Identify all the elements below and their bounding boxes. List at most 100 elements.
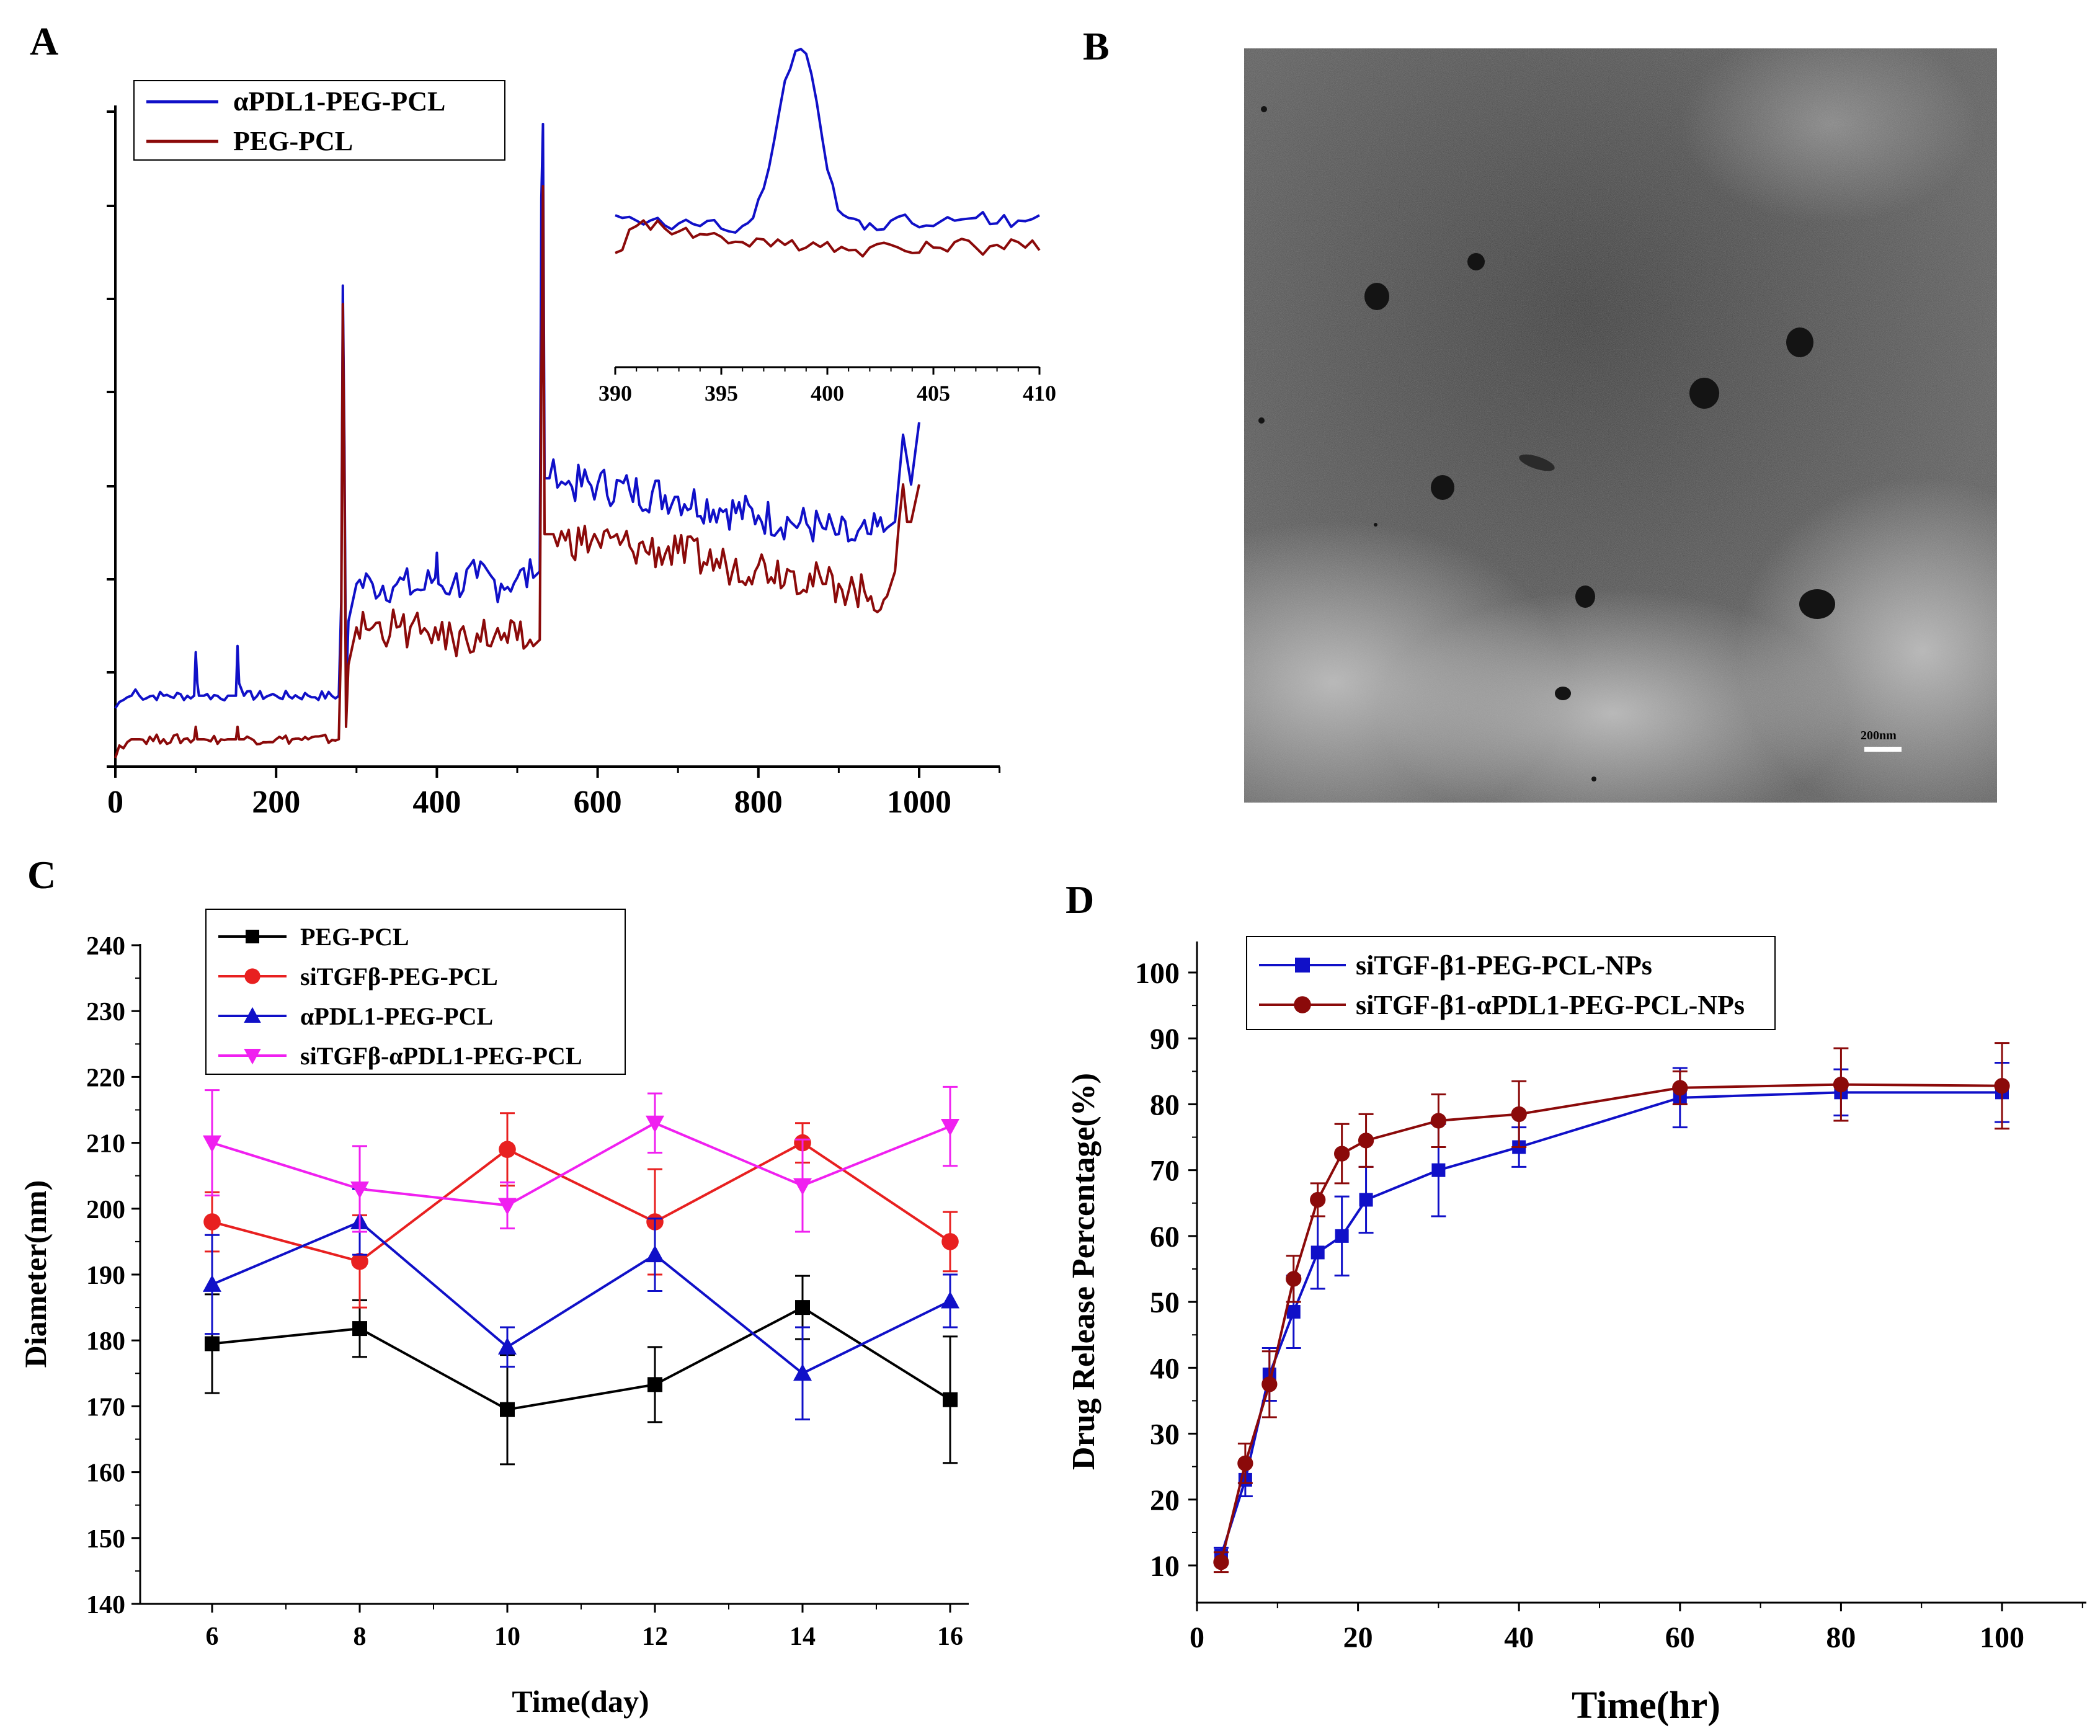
y-tick-label: 10 xyxy=(1150,1550,1180,1583)
legend-label: PEG-PCL xyxy=(300,923,409,951)
data-point xyxy=(793,1363,812,1381)
data-point xyxy=(351,1252,368,1270)
legend-marker xyxy=(1294,996,1311,1013)
y-tick-label: 240 xyxy=(86,932,125,961)
y-tick-label: 100 xyxy=(1135,957,1180,990)
data-point xyxy=(498,1198,517,1216)
data-point xyxy=(498,1337,517,1355)
x-tick-label: 10 xyxy=(494,1622,520,1651)
chart-a-axes: 0 200 400 600 800 1000 xyxy=(107,105,1001,820)
x-tick-label: 200 xyxy=(252,785,300,820)
x-tick-label: 80 xyxy=(1826,1621,1856,1654)
chart-d-xlabel: Time(hr) xyxy=(1572,1685,1720,1727)
chart-a: 0 200 400 600 800 1000 390 395 400 405 410 αPDL1-… xyxy=(107,47,1056,820)
series-peg-pcl xyxy=(205,1275,958,1466)
panel-label-b: B xyxy=(1083,24,1110,68)
x-tick-label: 16 xyxy=(937,1622,963,1651)
data-point xyxy=(1310,1191,1326,1208)
y-tick-label: 80 xyxy=(1150,1088,1180,1121)
chart-d-axes: 10 20 30 40 50 60 70 80 90 100 0 20 40 60 80 100 xyxy=(1135,941,2086,1654)
series-line-apdl1-peg-pcl xyxy=(114,122,920,709)
data-point xyxy=(1431,1163,1446,1177)
y-tick-label: 160 xyxy=(86,1459,125,1488)
x-tick-label: 60 xyxy=(1665,1621,1695,1654)
panel-label-d: D xyxy=(1066,878,1094,922)
series-line xyxy=(1219,1083,2003,1563)
legend-marker xyxy=(246,930,259,943)
inset-x-tick-label: 395 xyxy=(705,381,738,406)
chart-a-legend: αPDL1-PEG-PCL PEG-PCL xyxy=(133,80,505,161)
legend-marker xyxy=(244,1007,261,1023)
data-point xyxy=(941,1291,959,1309)
data-point xyxy=(1286,1305,1301,1319)
data-point xyxy=(647,1377,662,1392)
inset-x-tick-label: 400 xyxy=(811,381,844,406)
x-tick-label: 12 xyxy=(642,1622,668,1651)
data-point xyxy=(203,1213,221,1231)
y-tick-label: 230 xyxy=(86,998,125,1026)
legend-label: siTGF-β1-αPDL1-PEG-PCL-NPs xyxy=(1356,990,1745,1020)
scale-bar-label: 200nm xyxy=(1861,729,1897,742)
scale-bar xyxy=(1864,747,1902,752)
series-line-peg-pcl xyxy=(114,185,920,759)
chart-c-legend: PEG-PCL siTGFβ-PEG-PCL αPDL1-PEG-PCL siTGFβ… xyxy=(205,909,626,1075)
series-line xyxy=(211,1306,951,1411)
data-point xyxy=(1335,1229,1349,1243)
data-point xyxy=(500,1402,515,1417)
data-point xyxy=(350,1181,369,1199)
y-tick-label: 20 xyxy=(1150,1484,1180,1517)
data-point xyxy=(943,1392,958,1407)
y-tick-label: 40 xyxy=(1150,1352,1180,1385)
y-tick-label: 30 xyxy=(1150,1418,1180,1451)
y-tick-label: 70 xyxy=(1150,1155,1180,1188)
chart-c: 140 150 160 170 180 190 200 210 220 230 240 6 8 10 12… xyxy=(18,909,969,1719)
x-tick-label: 6 xyxy=(206,1622,219,1651)
series-line xyxy=(211,1121,951,1207)
series-line xyxy=(211,1220,951,1375)
legend-marker xyxy=(1295,958,1310,973)
data-point xyxy=(203,1135,221,1153)
legend-marker xyxy=(244,1049,261,1065)
chart-d-ylabel: Drug Release Percentage(%) xyxy=(1066,1073,1101,1470)
data-point xyxy=(1994,1078,2010,1094)
legend-label: siTGFβ-αPDL1-PEG-PCL xyxy=(300,1042,582,1070)
chart-c-ylabel: Diameter(nm) xyxy=(18,1180,53,1368)
x-tick-label: 20 xyxy=(1343,1621,1373,1654)
data-point xyxy=(941,1233,959,1250)
chart-d-legend: siTGF-β1-PEG-PCL-NPs siTGF-β1-αPDL1-PEG-P… xyxy=(1246,936,1776,1030)
chart-d: 10 20 30 40 50 60 70 80 90 100 0 20 40 60 80 100 Drug … xyxy=(1066,936,2086,1727)
inset-x-tick-label: 405 xyxy=(917,381,950,406)
x-tick-label: 800 xyxy=(734,785,783,820)
y-tick-label: 150 xyxy=(86,1525,125,1554)
legend-marker xyxy=(244,968,260,984)
y-tick-label: 210 xyxy=(86,1130,125,1159)
series-apdl1-peg-pcl xyxy=(203,1188,959,1421)
data-point xyxy=(352,1321,367,1337)
y-tick-label: 90 xyxy=(1150,1023,1180,1056)
series-sitgf-b1-apdl1-peg-pcl-nps xyxy=(1213,1042,2010,1574)
y-tick-label: 190 xyxy=(86,1262,125,1290)
data-point xyxy=(1430,1113,1447,1129)
data-point xyxy=(646,1115,664,1133)
x-tick-label: 0 xyxy=(107,785,123,820)
legend-a-label-2: PEG-PCL xyxy=(233,126,353,156)
data-point xyxy=(1261,1376,1278,1392)
data-point xyxy=(1672,1080,1688,1096)
y-tick-label: 220 xyxy=(86,1064,125,1092)
x-tick-label: 1000 xyxy=(887,785,951,820)
series-sitgfb-apdl1-peg-pcl xyxy=(203,1085,959,1233)
series-sitgf-b1-peg-pcl-nps xyxy=(1213,1062,2009,1565)
x-tick-label: 14 xyxy=(790,1622,816,1651)
data-point xyxy=(795,1300,810,1315)
inset-series-line-peg-pcl xyxy=(615,219,1041,258)
x-tick-label: 8 xyxy=(354,1622,367,1651)
inset-series-line-apdl1-peg-pcl xyxy=(615,47,1040,234)
data-point xyxy=(1359,1193,1373,1207)
series-line xyxy=(1220,1091,2002,1556)
y-tick-label: 50 xyxy=(1150,1286,1180,1319)
legend-label: siTGFβ-PEG-PCL xyxy=(300,963,498,990)
chart-c-axes: 140 150 160 170 180 190 200 210 220 230 240 6 8 10 12… xyxy=(86,932,969,1651)
inset-x-tick-label: 390 xyxy=(598,381,632,406)
data-point xyxy=(1286,1271,1302,1287)
